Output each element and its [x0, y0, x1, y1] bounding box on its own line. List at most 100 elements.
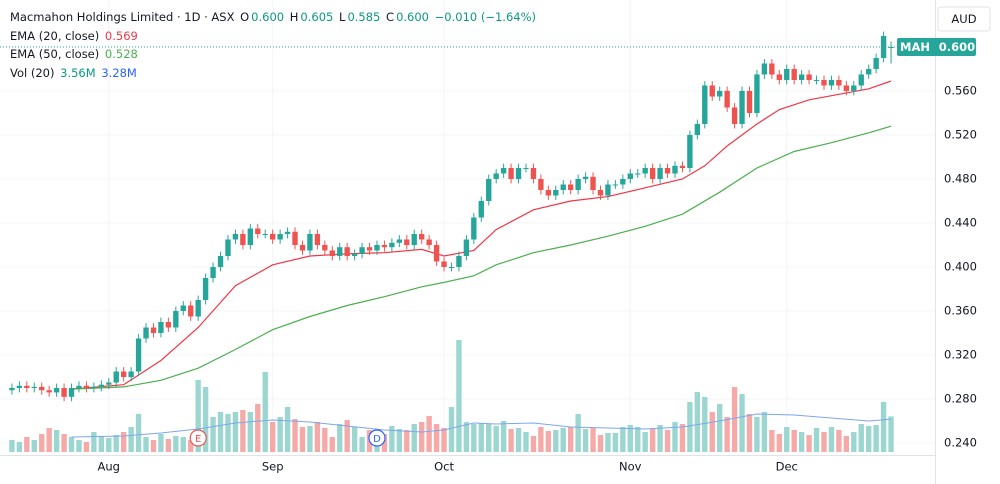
candle-body — [843, 85, 850, 91]
candle-body — [739, 90, 745, 124]
volume-bar — [68, 437, 75, 452]
y-tick-label: 0.520 — [944, 127, 977, 141]
volume-bar — [478, 423, 484, 452]
ohlc-value: 0.600 — [396, 10, 429, 24]
ohlc-label: C — [386, 10, 395, 24]
candle-body — [158, 321, 164, 333]
volume-bar — [232, 412, 239, 452]
legend: Macmahon Holdings Limited · 1D · ASX O 0.… — [10, 8, 538, 82]
volume-bar — [769, 430, 775, 452]
ema-value: 0.528 — [104, 47, 138, 61]
volume-bar — [322, 428, 328, 452]
candle-body — [523, 167, 529, 169]
candle-body — [150, 327, 157, 333]
ema-line — [71, 80, 892, 390]
candle-body — [880, 35, 887, 58]
y-tick-label: 0.560 — [944, 83, 977, 97]
volume-bar — [448, 407, 455, 452]
volume-bar — [106, 438, 112, 452]
ema50-row: EMA (50, close) 0.528 — [10, 45, 538, 64]
volume-bar — [143, 437, 149, 452]
price-axis-bg — [935, 0, 1000, 484]
volume-bar — [76, 440, 82, 452]
symbol: Macmahon Holdings Limited · 1D · ASX — [10, 10, 235, 24]
volume-bar — [188, 440, 194, 452]
candle-body — [888, 46, 894, 48]
volume-bar — [828, 427, 835, 452]
volume-bar — [553, 430, 559, 452]
candle-body — [769, 63, 775, 75]
volume-bar — [746, 414, 753, 452]
volume-bar — [307, 426, 313, 452]
volume-bar — [158, 434, 164, 452]
vol-ma-value: 3.28M — [101, 65, 137, 80]
y-tick-label: 0.360 — [944, 303, 977, 317]
candle-body — [798, 74, 805, 80]
ohlc-value: 0.605 — [300, 10, 334, 24]
event-marker — [189, 429, 207, 447]
candle-body — [463, 239, 470, 256]
candle-body — [53, 388, 60, 393]
candle-body — [202, 277, 209, 300]
volume-bar — [538, 427, 544, 452]
candle-body — [225, 239, 231, 256]
candle-body — [240, 233, 246, 245]
candle-body — [635, 173, 641, 175]
candle-body — [806, 74, 812, 80]
volume-bar — [329, 437, 335, 452]
vol-name: Vol (20) — [10, 65, 55, 80]
candle-body — [165, 321, 172, 328]
volume-bar — [9, 440, 15, 452]
candle-body — [657, 167, 663, 179]
volume-bar — [515, 428, 522, 452]
candle-body — [389, 242, 395, 248]
candle-body — [120, 371, 127, 378]
candle-body — [687, 134, 693, 168]
volume-bar — [724, 417, 730, 452]
volume-bar — [16, 442, 23, 452]
volume-bar — [575, 414, 581, 452]
y-tick-label: 0.440 — [944, 215, 977, 229]
volume-bar — [806, 435, 812, 452]
x-tick-label: Sep — [262, 460, 284, 474]
candle-body — [649, 167, 656, 179]
volume-bar — [493, 426, 499, 452]
volume-bar — [731, 387, 738, 452]
candle-body — [679, 165, 686, 168]
volume-bar — [791, 430, 797, 452]
volume-bar — [739, 394, 745, 452]
ohlc-label: H — [289, 10, 299, 24]
candle-body — [292, 231, 298, 245]
candle-body — [16, 385, 23, 389]
ticker-tag: MAH — [900, 40, 930, 54]
volume-bar — [873, 425, 879, 452]
candle-body — [374, 244, 380, 251]
volume-bar — [798, 432, 805, 452]
candle-body — [262, 233, 268, 235]
candle-body — [597, 189, 604, 196]
volume-bar — [113, 435, 119, 452]
volume-bar — [180, 437, 186, 452]
candle-body — [314, 233, 321, 245]
volume-bar — [649, 429, 656, 452]
volume-bar — [880, 402, 887, 452]
candle-body — [366, 247, 373, 251]
candle-body — [135, 338, 142, 372]
candle-body — [418, 233, 425, 240]
y-tick-label: 0.480 — [944, 171, 977, 185]
candle-body — [813, 79, 820, 81]
volume-bar — [590, 428, 596, 452]
volume-bar — [389, 426, 395, 452]
volume-bar — [664, 430, 671, 452]
candle-body — [441, 261, 447, 267]
volume-bar — [46, 428, 52, 452]
candle-body — [776, 74, 782, 80]
volume-bar — [582, 429, 589, 452]
candle-body — [61, 388, 67, 397]
candle-body — [337, 247, 343, 256]
x-tick-label: Nov — [619, 460, 642, 474]
candle-body — [493, 173, 499, 179]
ohlc-label: L — [339, 10, 346, 24]
time-axis-bg — [0, 455, 935, 484]
volume-bar — [530, 436, 537, 452]
